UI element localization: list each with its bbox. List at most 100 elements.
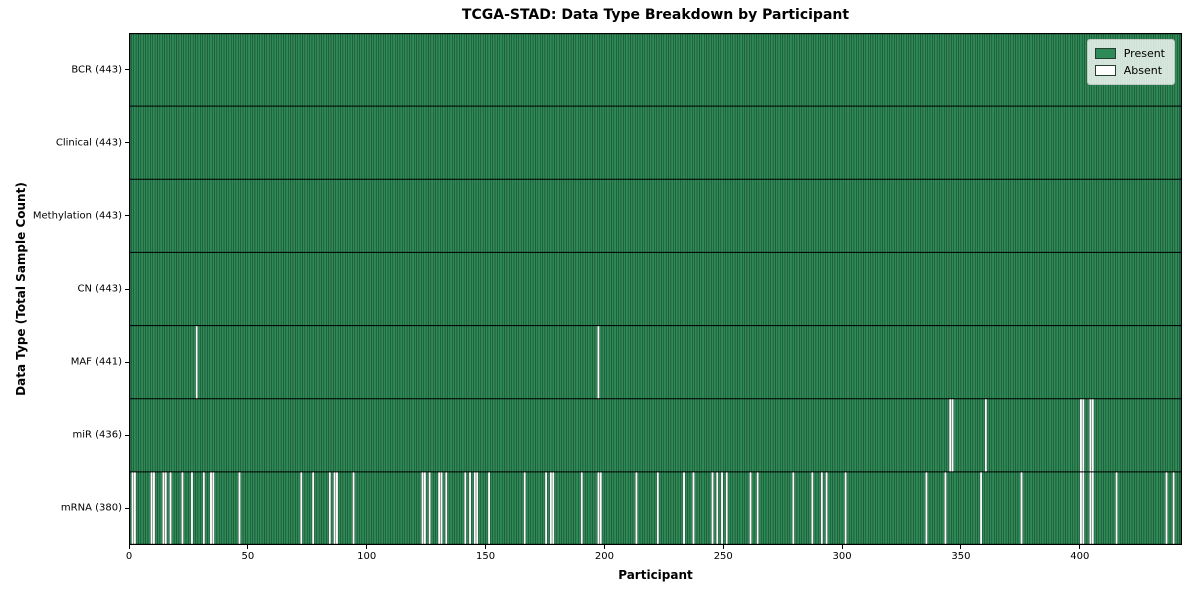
cell-present — [475, 325, 479, 399]
cell-present — [794, 252, 798, 326]
cell-present — [991, 398, 995, 473]
cell-present — [1053, 33, 1057, 107]
cell-present — [1096, 325, 1100, 399]
cell-present — [397, 33, 401, 107]
cell-present — [1131, 105, 1135, 180]
cell-present — [468, 33, 472, 107]
cell-present — [345, 471, 348, 545]
cell-present — [965, 33, 969, 107]
cell-present — [951, 105, 955, 180]
cell-present — [732, 252, 736, 326]
cell-present — [575, 398, 579, 473]
cell-present — [825, 252, 829, 326]
cell-present — [761, 325, 764, 399]
cell-absent — [825, 471, 829, 545]
cell-present — [466, 471, 470, 545]
cell-present — [266, 252, 270, 326]
cell-present — [133, 325, 137, 399]
cell-present — [162, 325, 165, 399]
cell-present — [991, 105, 995, 180]
cell-present — [135, 471, 139, 545]
cell-present — [822, 252, 826, 326]
cell-present — [207, 33, 211, 107]
cell-present — [1162, 252, 1166, 326]
cell-present — [863, 471, 867, 545]
cell-present — [1079, 325, 1083, 399]
cell-present — [818, 33, 821, 107]
cell-present — [875, 33, 878, 107]
cell-present — [668, 105, 672, 180]
cell-present — [582, 33, 586, 107]
cell-present — [147, 33, 151, 107]
cell-present — [131, 33, 134, 107]
cell-present — [1153, 398, 1157, 473]
cell-present — [772, 33, 776, 107]
cell-present — [1129, 252, 1133, 326]
cell-present — [314, 179, 318, 253]
cell-present — [1079, 252, 1083, 326]
cell-present — [202, 179, 206, 253]
cell-present — [318, 325, 322, 399]
cell-present — [706, 471, 710, 545]
cell-present — [903, 33, 907, 107]
cell-present — [1127, 471, 1130, 545]
cell-present — [219, 105, 222, 180]
cell-present — [371, 325, 375, 399]
cell-present — [535, 105, 539, 180]
cell-present — [673, 252, 676, 326]
cell-present — [478, 252, 482, 326]
cell-present — [304, 179, 308, 253]
cell-present — [658, 252, 662, 326]
cell-present — [435, 325, 439, 399]
cell-present — [1020, 325, 1023, 399]
cell-present — [720, 325, 724, 399]
cell-present — [261, 398, 265, 473]
cell-present — [1108, 471, 1111, 545]
cell-present — [884, 471, 888, 545]
cell-present — [499, 252, 503, 326]
cell-present — [891, 33, 895, 107]
cell-present — [485, 398, 489, 473]
cell-present — [390, 179, 394, 253]
cell-present — [542, 33, 546, 107]
cell-present — [352, 398, 356, 473]
cell-present — [1105, 105, 1109, 180]
cell-present — [780, 105, 783, 180]
cell-present — [566, 471, 569, 545]
cell-present — [1046, 105, 1050, 180]
cell-present — [316, 105, 320, 180]
cell-present — [326, 105, 329, 180]
cell-present — [1110, 471, 1114, 545]
cell-present — [563, 179, 567, 253]
cell-present — [1055, 471, 1059, 545]
cell-present — [692, 252, 695, 326]
cell-present — [539, 398, 543, 473]
cell-present — [934, 398, 938, 473]
cell-present — [238, 33, 241, 107]
cell-present — [1136, 105, 1140, 180]
cell-present — [164, 325, 168, 399]
cell-present — [1081, 252, 1085, 326]
cell-present — [378, 252, 382, 326]
cell-present — [851, 471, 855, 545]
cell-present — [459, 325, 463, 399]
cell-present — [157, 471, 161, 545]
cell-present — [851, 105, 855, 180]
cell-present — [221, 325, 225, 399]
cell-present — [504, 179, 508, 253]
cell-present — [525, 33, 529, 107]
cell-present — [542, 179, 546, 253]
cell-present — [145, 398, 149, 473]
cell-present — [511, 398, 515, 473]
cell-present — [813, 105, 817, 180]
cell-present — [250, 105, 253, 180]
cell-present — [359, 105, 363, 180]
cell-present — [290, 105, 294, 180]
cell-present — [157, 398, 161, 473]
cell-present — [402, 471, 405, 545]
cell-present — [658, 325, 662, 399]
cell-present — [471, 471, 474, 545]
cell-present — [164, 252, 168, 326]
cell-present — [799, 325, 802, 399]
cell-present — [944, 33, 947, 107]
